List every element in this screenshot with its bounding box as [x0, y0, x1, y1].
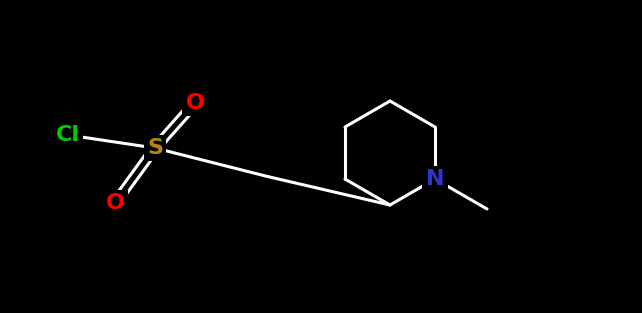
Text: O: O [105, 193, 125, 213]
Text: N: N [426, 169, 444, 189]
Text: Cl: Cl [56, 125, 80, 145]
Text: S: S [147, 138, 163, 158]
Text: O: O [186, 93, 205, 113]
